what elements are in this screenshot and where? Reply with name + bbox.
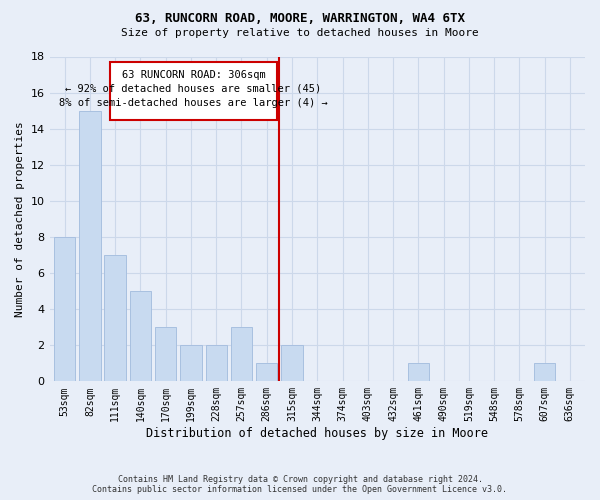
- Text: Size of property relative to detached houses in Moore: Size of property relative to detached ho…: [121, 28, 479, 38]
- Text: Contains HM Land Registry data © Crown copyright and database right 2024.: Contains HM Land Registry data © Crown c…: [118, 475, 482, 484]
- Text: 63 RUNCORN ROAD: 306sqm: 63 RUNCORN ROAD: 306sqm: [122, 70, 265, 80]
- Bar: [281, 345, 303, 382]
- Bar: [155, 327, 176, 382]
- Y-axis label: Number of detached properties: Number of detached properties: [15, 121, 25, 317]
- Bar: [407, 364, 429, 382]
- Bar: [180, 345, 202, 382]
- Text: 8% of semi-detached houses are larger (4) →: 8% of semi-detached houses are larger (4…: [59, 98, 328, 108]
- Bar: [79, 110, 101, 382]
- Bar: [54, 237, 76, 382]
- Bar: [231, 327, 252, 382]
- X-axis label: Distribution of detached houses by size in Moore: Distribution of detached houses by size …: [146, 427, 488, 440]
- Text: Contains public sector information licensed under the Open Government Licence v3: Contains public sector information licen…: [92, 485, 508, 494]
- FancyBboxPatch shape: [110, 62, 277, 120]
- Bar: [256, 364, 277, 382]
- Bar: [130, 291, 151, 382]
- Bar: [534, 364, 556, 382]
- Bar: [104, 255, 126, 382]
- Text: ← 92% of detached houses are smaller (45): ← 92% of detached houses are smaller (45…: [65, 84, 322, 94]
- Text: 63, RUNCORN ROAD, MOORE, WARRINGTON, WA4 6TX: 63, RUNCORN ROAD, MOORE, WARRINGTON, WA4…: [135, 12, 465, 26]
- Bar: [206, 345, 227, 382]
